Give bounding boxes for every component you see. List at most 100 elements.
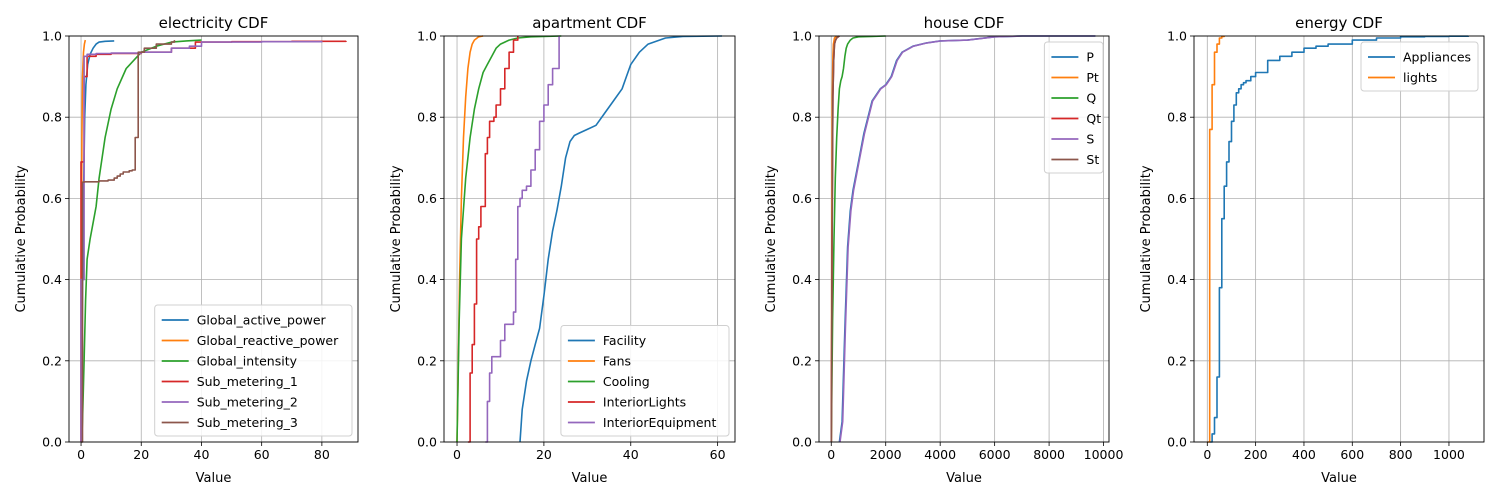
electricity-legend-label: Global_intensity [197, 354, 298, 369]
electricity-title: electricity CDF [159, 14, 269, 32]
house-ytick-label: 0.0 [792, 435, 812, 450]
energy-ytick-label: 0.4 [1167, 272, 1187, 287]
energy-xtick-label: 400 [1292, 447, 1316, 462]
apartment-legend: Facility Fans Cooling InteriorLights Interio… [560, 325, 730, 437]
apartment-series-facility [519, 35, 723, 443]
house-ytick-label: 0.6 [792, 191, 812, 206]
house-xtick-label: 2000 [870, 447, 902, 462]
energy-xtick-label: 1000 [1433, 447, 1465, 462]
house-ytick-label: 0.2 [792, 353, 812, 368]
apartment-series-interiorlights [467, 36, 519, 443]
house-ytick-label: 0.8 [792, 110, 812, 125]
house-legend: P Pt Q Qt S St [1043, 41, 1104, 174]
house-legend-label: Pt [1086, 70, 1099, 85]
energy-ytick-label: 1.0 [1167, 29, 1187, 44]
apartment-legend-label: Fans [603, 354, 631, 369]
electricity-ytick-label: 1.0 [42, 29, 62, 44]
energy-xtick-label: 600 [1340, 447, 1364, 462]
electricity-ytick-label: 0.2 [42, 353, 62, 368]
apartment-ylabel: Cumulative Probability [389, 165, 404, 312]
energy-cdf-panel: 0 200 400 600 800 1000 0.0 0.2 0.4 0.6 0.8 1.0 energ… [1139, 14, 1485, 486]
electricity-axes-frame [68, 35, 359, 443]
apartment-cdf-panel: 0 20 40 60 0.0 0.2 0.4 0.6 0.8 1.0 apartment CDF Va… [389, 14, 736, 486]
energy-xtick-label: 800 [1389, 447, 1413, 462]
energy-ytick-label: 0.0 [1167, 435, 1187, 450]
apartment-ytick-label: 0.8 [417, 110, 437, 125]
electricity-xlabel: Value [196, 471, 232, 486]
house-legend-box [1043, 41, 1104, 174]
electricity-xtick-label: 80 [314, 447, 330, 462]
electricity-ylabel: Cumulative Probability [14, 165, 29, 312]
apartment-title: apartment CDF [532, 14, 647, 32]
apartment-xtick-label: 20 [536, 447, 552, 462]
house-xtick-label: 4000 [924, 447, 956, 462]
house-axes-frame [818, 35, 1110, 443]
energy-axes-frame [1193, 35, 1485, 443]
house-series-st [830, 35, 840, 443]
electricity-xtick-label: 60 [254, 447, 270, 462]
electricity-ytick-label: 0.0 [42, 435, 62, 450]
energy-legend-box [1360, 41, 1479, 92]
energy-legend-label: lights [1403, 70, 1437, 85]
house-xtick-label: 10000 [1084, 447, 1124, 462]
electricity-xtick-label: 0 [77, 447, 85, 462]
energy-ylabel: Cumulative Probability [1139, 165, 1154, 312]
house-ylabel: Cumulative Probability [764, 165, 779, 312]
apartment-xtick-label: 60 [710, 447, 726, 462]
energy-ytick-label: 0.8 [1167, 110, 1187, 125]
house-xtick-label: 0 [827, 447, 835, 462]
house-grid [819, 35, 1109, 443]
electricity-legend-label: Sub_metering_2 [197, 395, 298, 410]
apartment-legend-label: Facility [603, 333, 647, 348]
apartment-xlabel: Value [572, 471, 608, 486]
house-legend-label: P [1086, 50, 1094, 65]
apartment-series-interiorequipment [485, 36, 560, 443]
house-ytick-label: 1.0 [792, 29, 812, 44]
electricity-xtick-label: 40 [194, 447, 210, 462]
energy-ytick-label: 0.6 [1167, 191, 1187, 206]
apartment-xtick-label: 0 [453, 447, 461, 462]
electricity-xtick-label: 20 [133, 447, 149, 462]
house-xtick-label: 8000 [1033, 447, 1065, 462]
apartment-legend-label: Cooling [603, 374, 650, 389]
apartment-ytick-label: 1.0 [417, 29, 437, 44]
electricity-legend-label: Sub_metering_1 [197, 374, 298, 389]
apartment-ytick-label: 0.6 [417, 191, 437, 206]
electricity-cdf-panel: 0 20 40 60 80 0.0 0.2 0.4 0.6 0.8 1.0 electricity C… [14, 14, 359, 486]
energy-xtick-label: 0 [1203, 447, 1211, 462]
energy-grid [1194, 35, 1484, 443]
apartment-series-cooling [456, 35, 562, 443]
house-ytick-label: 0.4 [792, 272, 812, 287]
apartment-xtick-label: 40 [623, 447, 639, 462]
electricity-legend-label: Global_active_power [197, 313, 327, 328]
electricity-series-global-intensity [80, 39, 202, 443]
apartment-axes-frame [443, 35, 736, 443]
electricity-ytick-label: 0.6 [42, 191, 62, 206]
house-legend-label: Qt [1086, 111, 1101, 126]
house-series-s [839, 35, 1096, 443]
electricity-ytick-label: 0.8 [42, 110, 62, 125]
electricity-legend-label: Sub_metering_3 [197, 415, 298, 430]
house-cdf-panel: 0 2000 4000 6000 8000 10000 0.0 0.2 0.4 0.6 0.8 1.0… [764, 14, 1123, 486]
energy-legend: Appliances lights [1360, 41, 1479, 92]
apartment-legend-label: InteriorEquipment [603, 415, 717, 430]
energy-title: energy CDF [1295, 14, 1383, 32]
apartment-ytick-label: 0.2 [417, 353, 437, 368]
house-xlabel: Value [946, 471, 982, 486]
house-legend-label: Q [1086, 91, 1096, 106]
house-legend-label: S [1086, 132, 1094, 147]
electricity-legend-box [154, 304, 353, 437]
energy-xlabel: Value [1321, 471, 1357, 486]
electricity-legend-label: Global_reactive_power [197, 333, 339, 348]
house-series-q [830, 35, 886, 443]
apartment-legend-box [560, 325, 730, 437]
apartment-ytick-label: 0.4 [417, 272, 437, 287]
house-title: house CDF [924, 14, 1005, 32]
apartment-ytick-label: 0.0 [417, 435, 437, 450]
energy-xtick-label: 200 [1244, 447, 1268, 462]
electricity-legend: Global_active_power Global_reactive_power… [154, 304, 353, 437]
energy-ytick-label: 0.2 [1167, 353, 1187, 368]
electricity-ytick-label: 0.4 [42, 272, 62, 287]
electricity-series-global-active-power [80, 40, 115, 443]
